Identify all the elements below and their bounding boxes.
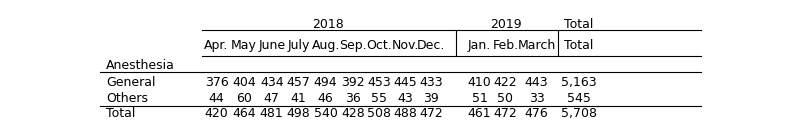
Text: 481: 481 — [260, 107, 284, 120]
Text: Sep.: Sep. — [339, 39, 366, 52]
Text: 46: 46 — [318, 92, 334, 105]
Text: 39: 39 — [423, 92, 439, 105]
Text: 60: 60 — [236, 92, 252, 105]
Text: 498: 498 — [286, 107, 310, 120]
Text: 44: 44 — [209, 92, 225, 105]
Text: 540: 540 — [314, 107, 338, 120]
Text: Total: Total — [564, 39, 594, 52]
Text: Feb.: Feb. — [493, 39, 518, 52]
Text: June: June — [258, 39, 286, 52]
Text: July: July — [287, 39, 310, 52]
Text: 433: 433 — [419, 76, 443, 89]
Text: 5,163: 5,163 — [561, 76, 597, 89]
Text: 545: 545 — [566, 92, 590, 105]
Text: Total: Total — [106, 107, 135, 120]
Text: 41: 41 — [290, 92, 306, 105]
Text: 443: 443 — [525, 76, 548, 89]
Text: Oct.: Oct. — [366, 39, 392, 52]
Text: 50: 50 — [498, 92, 514, 105]
Text: 494: 494 — [314, 76, 338, 89]
Text: 392: 392 — [341, 76, 365, 89]
Text: 508: 508 — [367, 107, 391, 120]
Text: Aug.: Aug. — [311, 39, 340, 52]
Text: 404: 404 — [232, 76, 256, 89]
Text: 476: 476 — [525, 107, 548, 120]
Text: 5,708: 5,708 — [561, 107, 597, 120]
Text: 453: 453 — [367, 76, 391, 89]
Text: 445: 445 — [393, 76, 417, 89]
Text: 2019: 2019 — [490, 18, 522, 31]
Text: 376: 376 — [205, 76, 229, 89]
Text: 461: 461 — [468, 107, 491, 120]
Text: 2018: 2018 — [312, 18, 344, 31]
Text: General: General — [106, 76, 156, 89]
Text: Jan.: Jan. — [468, 39, 491, 52]
Text: 428: 428 — [341, 107, 365, 120]
Text: May: May — [231, 39, 257, 52]
Text: Others: Others — [106, 92, 148, 105]
Text: 47: 47 — [264, 92, 280, 105]
Text: Anesthesia: Anesthesia — [106, 59, 175, 72]
Text: 43: 43 — [397, 92, 413, 105]
Text: Total: Total — [564, 18, 594, 31]
Text: 55: 55 — [371, 92, 387, 105]
Text: 457: 457 — [286, 76, 310, 89]
Text: 33: 33 — [529, 92, 544, 105]
Text: 36: 36 — [345, 92, 361, 105]
Text: 472: 472 — [419, 107, 443, 120]
Text: 434: 434 — [260, 76, 283, 89]
Text: Nov.: Nov. — [391, 39, 418, 52]
Text: 51: 51 — [471, 92, 487, 105]
Text: 422: 422 — [494, 76, 518, 89]
Text: 420: 420 — [205, 107, 229, 120]
Text: March: March — [518, 39, 556, 52]
Text: Dec.: Dec. — [417, 39, 446, 52]
Text: 464: 464 — [232, 107, 256, 120]
Text: Apr.: Apr. — [204, 39, 229, 52]
Text: 488: 488 — [393, 107, 417, 120]
Text: 410: 410 — [467, 76, 491, 89]
Text: 472: 472 — [494, 107, 518, 120]
